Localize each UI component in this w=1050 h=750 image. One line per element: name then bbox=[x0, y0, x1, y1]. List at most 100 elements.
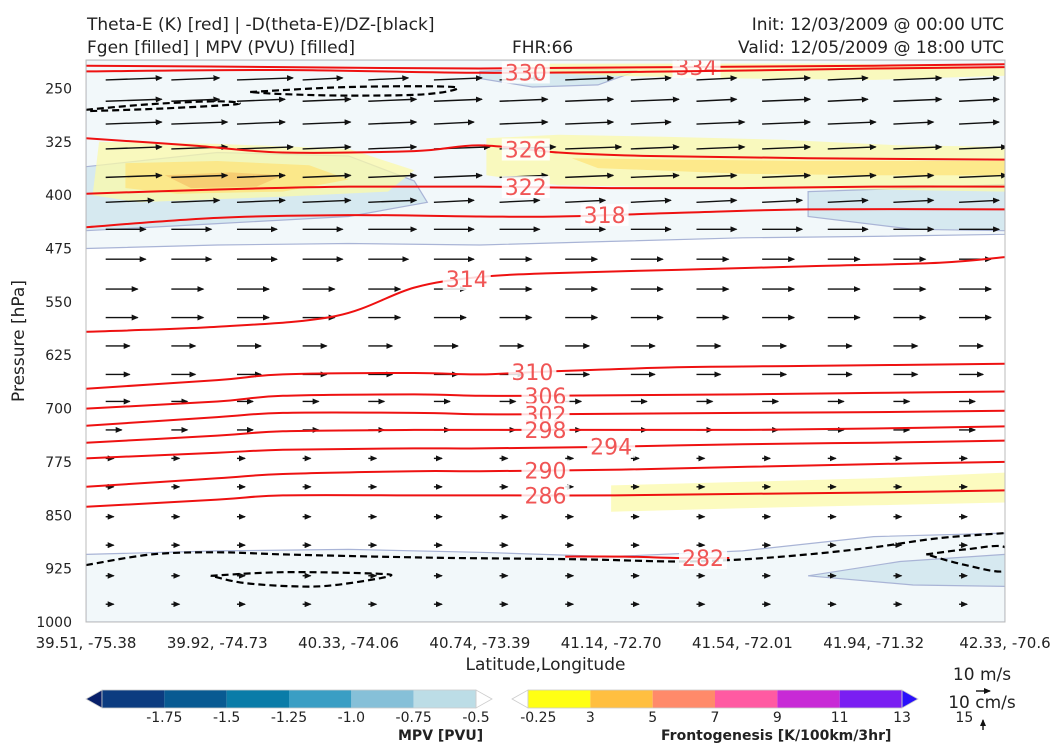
fgen-colorbar-outline bbox=[527, 689, 903, 709]
theta-e-contour-306 bbox=[86, 390, 1005, 410]
y-tick-925: 925 bbox=[45, 562, 72, 578]
y-tick-625: 625 bbox=[45, 348, 72, 364]
wind-vector-2-0 bbox=[105, 119, 163, 126]
wind-vector-1-4 bbox=[368, 96, 418, 103]
fgen-colorbar-swatch-4 bbox=[715, 690, 778, 708]
y-tick-250: 250 bbox=[45, 81, 72, 97]
wind-vector-4-11 bbox=[827, 172, 877, 179]
x-tick-5: 41.54, -72.01 bbox=[692, 634, 793, 652]
fgen-colorbar-swatch-3 bbox=[652, 690, 715, 708]
wind-vector-5-0 bbox=[105, 197, 155, 204]
mpv-colorbar-tick-4: -0.75 bbox=[396, 710, 432, 726]
wind-vector-4-1 bbox=[171, 172, 229, 179]
axes: 250 325 400 475 550 625 700 775 850 925 1000 39.51,… bbox=[9, 81, 1050, 675]
theta-e-contour-334 bbox=[86, 63, 1005, 70]
x-tick-3: 40.74, -73.39 bbox=[429, 634, 530, 652]
mpv-colorbar-tick-6: -0.25 bbox=[520, 710, 556, 726]
wind-vector-1-11 bbox=[827, 96, 869, 103]
wind-vector-3-12 bbox=[893, 144, 943, 151]
wind-vector-3-3 bbox=[302, 144, 352, 151]
fgen-colorbar-swatch-6 bbox=[839, 690, 902, 708]
x-tick-6: 41.94, -71.32 bbox=[823, 634, 924, 652]
wind-vector-4-3 bbox=[302, 172, 352, 179]
stability-contours bbox=[86, 85, 1005, 588]
wind-vector-0-11 bbox=[827, 75, 869, 82]
theta-e-contour-298 bbox=[86, 425, 1005, 444]
theta-e-label-282: 282 bbox=[682, 547, 724, 572]
theta-e-label-318: 318 bbox=[584, 204, 626, 229]
theta-e-label-bg-310 bbox=[508, 361, 557, 384]
theta-e-contour-326 bbox=[86, 137, 1005, 161]
theta-e-label-bg-294 bbox=[587, 435, 636, 458]
wind-vector-0-5 bbox=[433, 75, 483, 82]
wind-vector-2-5 bbox=[433, 119, 475, 126]
mpv-colorbar-tick-0: -1.75 bbox=[146, 710, 182, 726]
mpv-colorbar-swatch-6 bbox=[413, 690, 476, 708]
wind-vector-0-12 bbox=[893, 75, 943, 82]
mpv-fill-1 bbox=[86, 532, 1005, 622]
x-tick-1: 39.92, -74.73 bbox=[167, 634, 268, 652]
wind-vector-4-9 bbox=[696, 172, 738, 179]
fgen-colorbar-tick-2: 7 bbox=[711, 710, 720, 726]
stability-contour-2 bbox=[86, 532, 1005, 567]
wind-vector-5-5 bbox=[433, 197, 475, 204]
wind-vector-3-11 bbox=[827, 144, 877, 151]
x-tick-4: 41.14, -72.70 bbox=[561, 634, 662, 652]
plot-border bbox=[85, 59, 1006, 623]
wind-vector-3-0 bbox=[105, 144, 163, 151]
mpv-colorbar-extend-low bbox=[85, 689, 103, 709]
forecast-hour: FHR:66 bbox=[512, 38, 574, 58]
y-tick-1000: 1000 bbox=[36, 615, 72, 631]
valid-time: Valid: 12/05/2009 @ 18:00 UTC bbox=[738, 38, 1004, 58]
wind-vector-4-5 bbox=[433, 172, 483, 179]
wind-vector-5-2 bbox=[236, 197, 286, 204]
mpv-colorbar-tick-3: -1.0 bbox=[338, 710, 365, 726]
mpv-colorbar-tick-5: -0.5 bbox=[462, 710, 489, 726]
wind-vector-5-1 bbox=[171, 197, 221, 204]
wind-vector-3-13 bbox=[959, 144, 1005, 151]
wind-vector-5-6 bbox=[499, 197, 541, 204]
y-tick-850: 850 bbox=[45, 508, 72, 524]
fgen-colorbar-extend-high bbox=[901, 689, 919, 709]
wind-vector-0-9 bbox=[696, 75, 738, 82]
theta-e-label-bg-282 bbox=[679, 546, 728, 569]
wind-vector-2-10 bbox=[762, 119, 812, 126]
fgen-colorbar-swatch-2 bbox=[590, 690, 653, 708]
init-time: Init: 12/03/2009 @ 00:00 UTC bbox=[751, 15, 1004, 35]
y-tick-775: 775 bbox=[45, 455, 72, 471]
mpv-colorbar-tick-2: -1.25 bbox=[271, 710, 307, 726]
stability-contour-4 bbox=[925, 544, 1005, 573]
theta-e-label-bg-286 bbox=[521, 484, 570, 507]
theta-e-contour-318 bbox=[86, 208, 1005, 229]
x-tick-2: 40.33, -74.06 bbox=[298, 634, 399, 652]
wind-vector-4-10 bbox=[762, 172, 812, 179]
wind-vector-0-7 bbox=[565, 75, 615, 82]
wind-vector-2-11 bbox=[827, 119, 877, 126]
theta-e-label-330: 330 bbox=[505, 61, 547, 86]
theta-e-label-286: 286 bbox=[525, 484, 567, 509]
wind-vector-1-2 bbox=[236, 96, 286, 103]
fgen-colorbar-tick-5: 13 bbox=[893, 710, 911, 726]
x-tick-7: 42.33, -70.6 bbox=[959, 634, 1050, 652]
wind-vector-3-4 bbox=[368, 144, 418, 151]
theta-e-label-bg-334 bbox=[672, 60, 721, 78]
theta-e-label-294: 294 bbox=[590, 436, 632, 461]
wind-vector-0-13 bbox=[959, 75, 1001, 82]
wind-vector-5-12 bbox=[893, 197, 935, 204]
stability-contour-3 bbox=[210, 571, 393, 588]
mpv-colorbar-swatch-4 bbox=[289, 690, 352, 708]
fgen-colorbar-tick-4: 11 bbox=[831, 710, 849, 726]
theta-e-label-322: 322 bbox=[505, 176, 547, 201]
wind-vector-1-7 bbox=[565, 96, 615, 103]
theta-e-label-bg-322 bbox=[501, 176, 550, 199]
theta-e-label-bg-290 bbox=[521, 459, 570, 482]
title-line-2: Fgen [filled] | MPV (PVU) [filled] bbox=[87, 38, 356, 58]
theta-e-label-310: 310 bbox=[511, 361, 553, 386]
wind-vector-1-6 bbox=[499, 96, 549, 103]
theta-e-label-298: 298 bbox=[525, 419, 567, 444]
wind-vector-0-2 bbox=[236, 75, 294, 82]
wind-vector-3-8 bbox=[630, 144, 680, 151]
mpv-colorbar-title: MPV [PVU] bbox=[398, 728, 484, 744]
wind-vector-2-13 bbox=[959, 119, 1001, 126]
stability-contour-0 bbox=[86, 100, 241, 113]
